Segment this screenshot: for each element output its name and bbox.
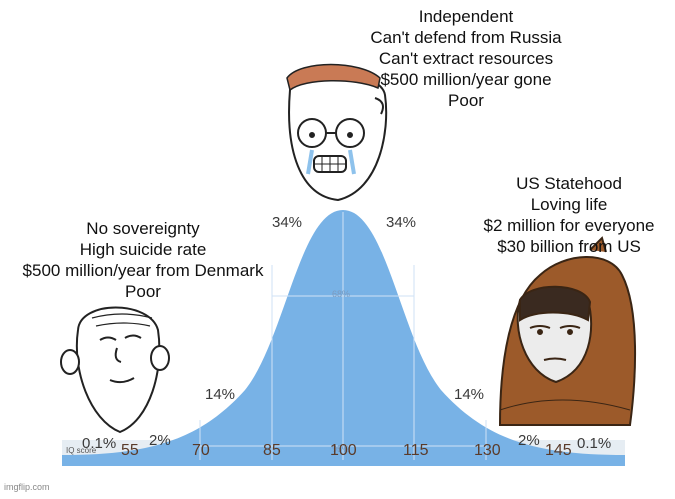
tick-55: 55	[121, 442, 139, 459]
pct-label-center-left: 34%	[272, 214, 303, 231]
pct-label-tail-right: 2%	[518, 432, 540, 449]
hooded-wojak-right	[498, 236, 637, 426]
caption-middle-line-3: Can't extract resources	[378, 49, 554, 68]
caption-left-line-2: High suicide rate	[79, 240, 207, 259]
caption-right-line-3: $2 million for everyone	[483, 216, 655, 235]
tick-85: 85	[263, 442, 281, 459]
pct-label-mid-right: 14%	[454, 386, 485, 403]
caption-middle-line-1: Independent	[418, 7, 514, 26]
crying-nerd-face-middle	[286, 63, 388, 202]
caption-right-line-2: Loving life	[530, 195, 608, 214]
tick-130: 130	[474, 442, 501, 459]
caption-right-line-4: $30 billion from US	[497, 237, 641, 256]
inner-label-95: 95%	[332, 444, 351, 454]
caption-middle-line-2: Can't defend from Russia	[370, 28, 562, 47]
tick-145: 145	[545, 442, 572, 459]
tick-100: 100	[330, 442, 357, 459]
inner-label-68: 68%	[332, 289, 351, 299]
tick-115: 115	[403, 442, 429, 459]
caption-left-line-1: No sovereignty	[86, 219, 200, 238]
pct-label-tail-left: 2%	[149, 432, 171, 449]
tick-70: 70	[192, 442, 210, 459]
caption-middle-line-5: Poor	[448, 91, 484, 110]
caption-left-line-3: $500 million/year from Denmark	[22, 261, 264, 280]
pct-label-mid-left: 14%	[205, 386, 236, 403]
imgflip-watermark: imgflip.com	[4, 482, 50, 492]
simple-face-left	[60, 306, 170, 434]
caption-middle-line-4: $500 million/year gone	[380, 70, 552, 89]
caption-middle: Independent Can't defend from Russia Can…	[340, 6, 592, 111]
caption-right-line-1: US Statehood	[516, 174, 622, 193]
pct-label-far-left: 0.1%	[82, 435, 117, 452]
caption-right: US Statehood Loving life $2 million for …	[476, 173, 662, 257]
caption-left-line-4: Poor	[125, 282, 161, 301]
pct-label-far-right: 0.1%	[577, 435, 612, 452]
caption-left: No sovereignty High suicide rate $500 mi…	[2, 218, 284, 302]
axis-label-iq-score: IQ score	[66, 446, 97, 455]
pct-label-center-right: 34%	[386, 214, 417, 231]
